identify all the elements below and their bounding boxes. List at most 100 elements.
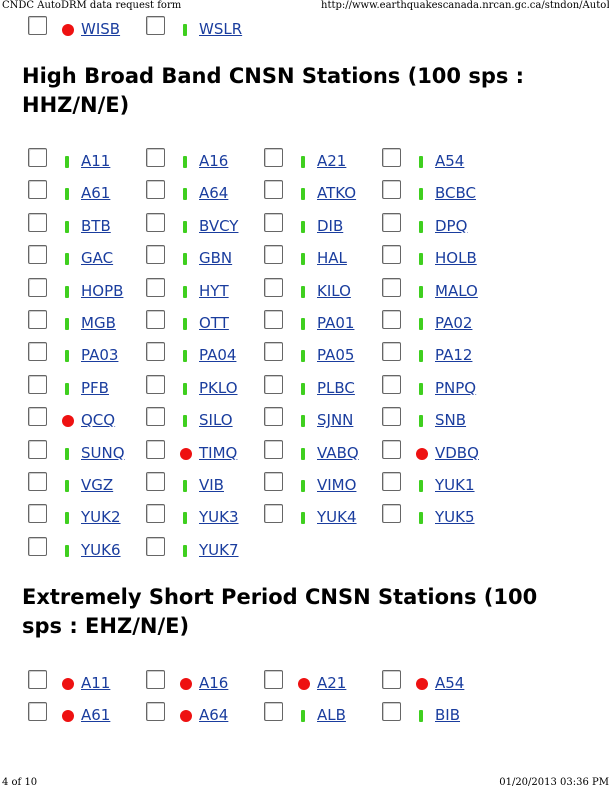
station-checkbox[interactable] bbox=[382, 245, 401, 265]
station-link[interactable]: A54 bbox=[435, 674, 465, 692]
station-link[interactable]: MGB bbox=[81, 313, 116, 332]
station-link[interactable]: PA12 bbox=[435, 346, 473, 365]
station-checkbox[interactable] bbox=[264, 180, 283, 200]
station-checkbox[interactable] bbox=[264, 148, 283, 167]
station-link[interactable]: OTT bbox=[199, 313, 229, 332]
station-link[interactable]: SJNN bbox=[317, 411, 354, 430]
station-checkbox[interactable] bbox=[146, 342, 165, 362]
station-checkbox[interactable] bbox=[264, 342, 283, 362]
station-checkbox[interactable] bbox=[382, 670, 401, 689]
station-link[interactable]: YUK5 bbox=[435, 508, 475, 527]
station-checkbox[interactable] bbox=[28, 439, 47, 459]
station-link[interactable]: YUK6 bbox=[81, 540, 121, 559]
station-checkbox[interactable] bbox=[264, 504, 283, 524]
station-link[interactable]: GAC bbox=[81, 249, 114, 268]
station-link[interactable]: BCBC bbox=[435, 184, 477, 203]
station-link[interactable]: TIMQ bbox=[199, 443, 238, 462]
station-link[interactable]: YUK1 bbox=[435, 475, 475, 494]
station-link[interactable]: A61 bbox=[81, 706, 111, 725]
station-checkbox[interactable] bbox=[28, 471, 47, 491]
station-checkbox[interactable] bbox=[146, 670, 165, 689]
station-checkbox[interactable] bbox=[146, 245, 165, 265]
station-checkbox[interactable] bbox=[382, 212, 401, 232]
station-checkbox[interactable] bbox=[28, 670, 47, 689]
station-link[interactable]: PNPQ bbox=[435, 378, 477, 397]
station-checkbox[interactable] bbox=[28, 342, 47, 362]
station-link[interactable]: ATKO bbox=[317, 184, 357, 203]
station-link[interactable]: HOLB bbox=[435, 249, 477, 268]
station-link[interactable]: A21 bbox=[317, 674, 347, 692]
station-checkbox[interactable] bbox=[28, 374, 47, 394]
station-checkbox[interactable] bbox=[28, 504, 47, 524]
station-link[interactable]: GBN bbox=[199, 249, 233, 268]
station-link[interactable]: VIMO bbox=[317, 475, 357, 494]
station-link[interactable]: PA02 bbox=[435, 313, 473, 332]
station-link[interactable]: BIB bbox=[435, 706, 461, 725]
station-checkbox[interactable] bbox=[28, 702, 47, 722]
station-checkbox[interactable] bbox=[146, 471, 165, 491]
station-link[interactable]: WSLR bbox=[199, 20, 243, 38]
station-link[interactable]: YUK2 bbox=[81, 508, 121, 527]
station-link[interactable]: A64 bbox=[199, 184, 229, 203]
station-checkbox[interactable] bbox=[382, 439, 401, 459]
station-checkbox[interactable] bbox=[146, 148, 165, 167]
station-checkbox[interactable] bbox=[382, 374, 401, 394]
station-checkbox[interactable] bbox=[264, 245, 283, 265]
station-link[interactable]: PLBC bbox=[317, 378, 355, 397]
station-link[interactable]: WISB bbox=[81, 20, 121, 38]
station-link[interactable]: HOPB bbox=[81, 281, 124, 300]
station-link[interactable]: QCQ bbox=[81, 411, 116, 430]
station-link[interactable]: SUNQ bbox=[81, 443, 125, 462]
station-link[interactable]: VIB bbox=[199, 475, 224, 494]
station-checkbox[interactable] bbox=[146, 407, 165, 427]
station-checkbox[interactable] bbox=[146, 277, 165, 297]
station-checkbox[interactable] bbox=[264, 309, 283, 329]
station-link[interactable]: PKLO bbox=[199, 378, 238, 397]
station-checkbox[interactable] bbox=[264, 374, 283, 394]
station-link[interactable]: YUK3 bbox=[199, 508, 239, 527]
station-checkbox[interactable] bbox=[382, 471, 401, 491]
station-checkbox[interactable] bbox=[28, 148, 47, 167]
station-link[interactable]: SNB bbox=[435, 411, 467, 430]
station-link[interactable]: HYT bbox=[199, 281, 229, 300]
station-checkbox[interactable] bbox=[146, 212, 165, 232]
station-link[interactable]: DPQ bbox=[435, 216, 468, 235]
station-link[interactable]: A16 bbox=[199, 152, 229, 170]
station-checkbox[interactable] bbox=[146, 702, 165, 722]
station-link[interactable]: HAL bbox=[317, 249, 347, 268]
station-link[interactable]: DIB bbox=[317, 216, 344, 235]
station-checkbox[interactable] bbox=[146, 180, 165, 200]
station-checkbox[interactable] bbox=[146, 16, 165, 35]
station-link[interactable]: VGZ bbox=[81, 475, 114, 494]
station-checkbox[interactable] bbox=[28, 407, 47, 427]
station-link[interactable]: A54 bbox=[435, 152, 465, 170]
station-checkbox[interactable] bbox=[264, 212, 283, 232]
station-link[interactable]: PA01 bbox=[317, 313, 355, 332]
station-checkbox[interactable] bbox=[146, 536, 165, 556]
station-checkbox[interactable] bbox=[28, 309, 47, 329]
station-link[interactable]: VABQ bbox=[317, 443, 359, 462]
station-link[interactable]: A16 bbox=[199, 674, 229, 692]
station-checkbox[interactable] bbox=[28, 212, 47, 232]
station-checkbox[interactable] bbox=[382, 148, 401, 167]
station-checkbox[interactable] bbox=[146, 439, 165, 459]
station-checkbox[interactable] bbox=[382, 342, 401, 362]
station-checkbox[interactable] bbox=[264, 702, 283, 722]
station-checkbox[interactable] bbox=[28, 277, 47, 297]
station-checkbox[interactable] bbox=[264, 471, 283, 491]
station-checkbox[interactable] bbox=[382, 504, 401, 524]
station-checkbox[interactable] bbox=[146, 309, 165, 329]
station-link[interactable]: A64 bbox=[199, 706, 229, 725]
station-checkbox[interactable] bbox=[264, 407, 283, 427]
station-link[interactable]: KILO bbox=[317, 281, 351, 300]
station-checkbox[interactable] bbox=[264, 670, 283, 689]
station-link[interactable]: A11 bbox=[81, 674, 111, 692]
station-checkbox[interactable] bbox=[146, 504, 165, 524]
station-link[interactable]: PA03 bbox=[81, 346, 119, 365]
station-checkbox[interactable] bbox=[382, 407, 401, 427]
station-link[interactable]: MALO bbox=[435, 281, 478, 300]
station-link[interactable]: PA05 bbox=[317, 346, 355, 365]
station-checkbox[interactable] bbox=[382, 309, 401, 329]
station-link[interactable]: YUK7 bbox=[199, 540, 239, 559]
station-link[interactable]: PA04 bbox=[199, 346, 237, 365]
